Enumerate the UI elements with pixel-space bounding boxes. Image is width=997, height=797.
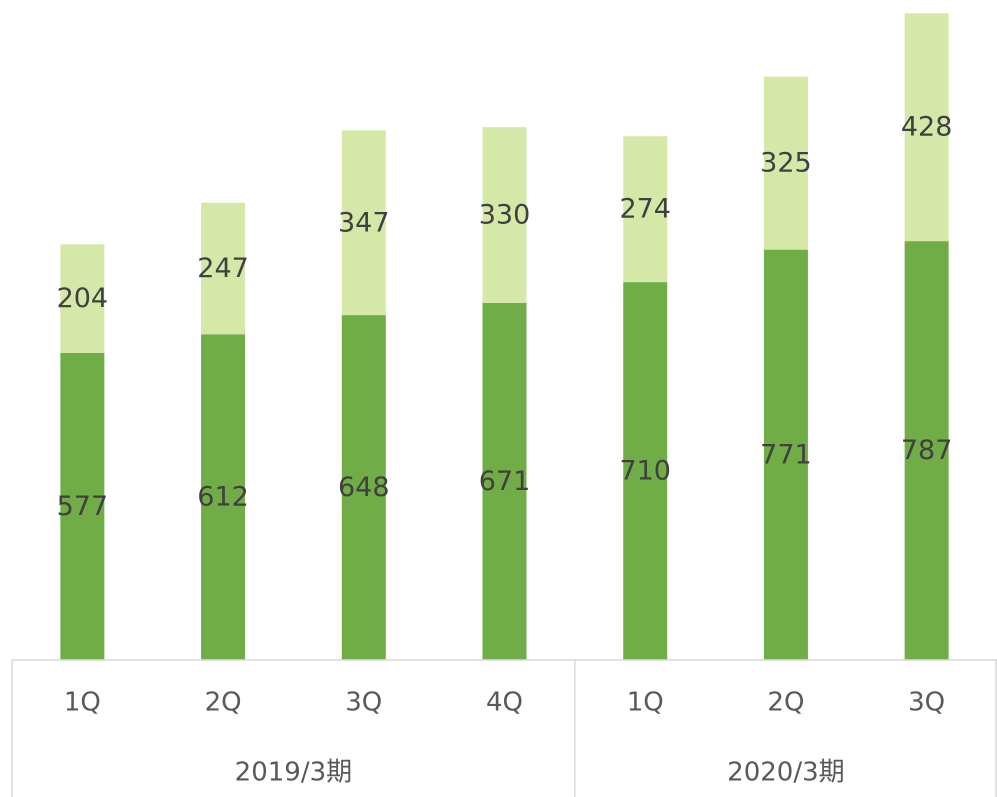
data-label: 787 [901, 435, 953, 466]
data-label: 671 [479, 466, 531, 497]
bar-segment [623, 282, 668, 660]
group-label: 2020/3期 [727, 758, 844, 788]
bar-segment [904, 13, 949, 242]
data-label: 274 [619, 194, 671, 225]
group-label: 2019/3期 [235, 758, 352, 788]
bar-segment [904, 241, 949, 660]
data-label: 648 [338, 472, 390, 503]
bar-segment [201, 202, 246, 335]
x-tick-label: 2Q [767, 688, 804, 718]
bar-segment [60, 244, 105, 353]
x-tick-label: 4Q [486, 688, 523, 718]
data-label: 428 [901, 112, 953, 143]
bar-segment [763, 76, 808, 250]
bar-segment [60, 352, 105, 660]
data-label: 247 [197, 253, 249, 284]
data-label: 330 [479, 200, 531, 231]
x-tick-label: 1Q [627, 688, 664, 718]
x-tick-label: 2Q [205, 688, 242, 718]
bar-segment [623, 136, 668, 283]
data-label: 612 [197, 482, 249, 513]
x-tick-label: 1Q [64, 688, 101, 718]
bar-segment [482, 302, 527, 660]
data-label: 325 [760, 148, 812, 179]
x-tick-label: 3Q [345, 688, 382, 718]
bar-segment [201, 334, 246, 660]
data-label: 347 [338, 207, 390, 238]
bar-segment [482, 127, 527, 303]
bar-segment [341, 315, 386, 660]
data-label: 204 [57, 283, 109, 314]
data-label: 577 [57, 491, 109, 522]
bar-segment [341, 130, 386, 316]
data-label: 771 [760, 439, 812, 470]
x-tick-label: 3Q [908, 688, 945, 718]
bar-segment [763, 249, 808, 660]
data-label: 710 [619, 456, 671, 487]
